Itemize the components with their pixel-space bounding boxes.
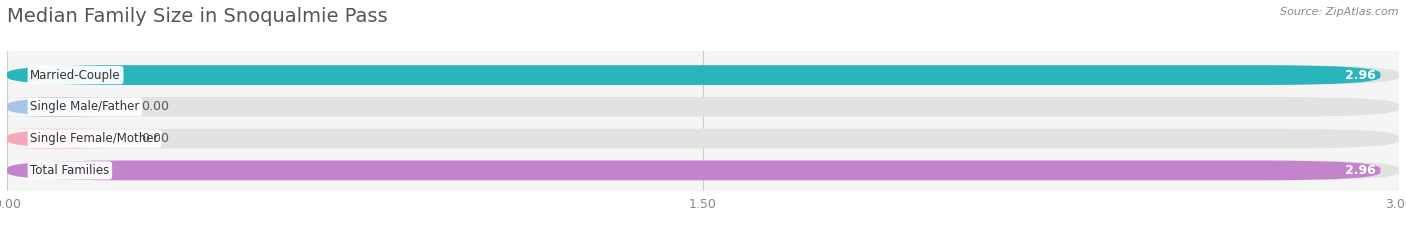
FancyBboxPatch shape xyxy=(7,97,1399,117)
FancyBboxPatch shape xyxy=(7,65,1399,85)
FancyBboxPatch shape xyxy=(0,97,124,117)
Text: Single Male/Father: Single Male/Father xyxy=(31,100,139,113)
FancyBboxPatch shape xyxy=(0,129,124,148)
Text: 0.00: 0.00 xyxy=(142,132,170,145)
Text: Source: ZipAtlas.com: Source: ZipAtlas.com xyxy=(1281,7,1399,17)
FancyBboxPatch shape xyxy=(7,161,1381,180)
Text: Median Family Size in Snoqualmie Pass: Median Family Size in Snoqualmie Pass xyxy=(7,7,388,26)
FancyBboxPatch shape xyxy=(7,65,1381,85)
Text: Total Families: Total Families xyxy=(31,164,110,177)
Text: 2.96: 2.96 xyxy=(1346,69,1376,82)
Text: 0.00: 0.00 xyxy=(142,100,170,113)
Text: 2.96: 2.96 xyxy=(1346,164,1376,177)
FancyBboxPatch shape xyxy=(7,129,1399,148)
Text: Single Female/Mother: Single Female/Mother xyxy=(31,132,159,145)
FancyBboxPatch shape xyxy=(7,161,1399,180)
Text: Married-Couple: Married-Couple xyxy=(31,69,121,82)
